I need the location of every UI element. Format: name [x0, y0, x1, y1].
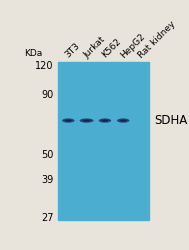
Text: KDa: KDa: [24, 49, 43, 58]
Text: 39: 39: [41, 175, 54, 185]
Text: 50: 50: [41, 150, 54, 160]
Text: 90: 90: [41, 90, 54, 100]
Ellipse shape: [117, 118, 129, 123]
Text: 3T3: 3T3: [63, 42, 82, 60]
Ellipse shape: [83, 120, 90, 122]
Text: Rat kidney: Rat kidney: [137, 19, 177, 60]
Ellipse shape: [101, 120, 108, 122]
Text: 27: 27: [41, 213, 54, 223]
Ellipse shape: [65, 120, 72, 122]
Text: HepG2: HepG2: [118, 32, 146, 60]
Text: K562: K562: [100, 37, 123, 60]
Text: SDHA: SDHA: [155, 114, 188, 127]
Text: 120: 120: [35, 60, 54, 70]
Ellipse shape: [120, 120, 127, 122]
Ellipse shape: [62, 118, 74, 123]
Ellipse shape: [99, 118, 111, 123]
Bar: [58, 62, 149, 220]
Text: Jurkat: Jurkat: [82, 35, 107, 60]
Ellipse shape: [80, 118, 94, 123]
